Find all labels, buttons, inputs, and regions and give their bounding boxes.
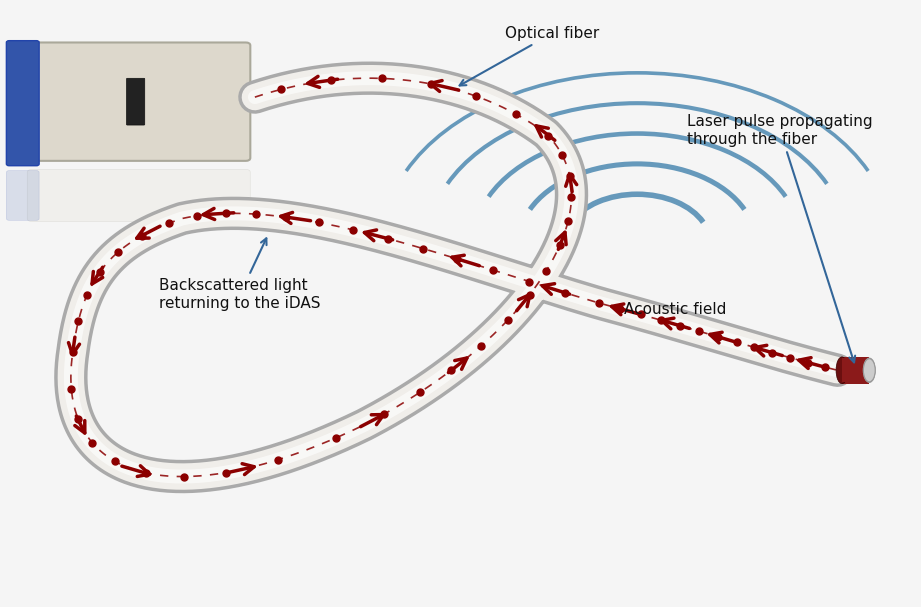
FancyBboxPatch shape [842,358,869,382]
Text: Acoustic field: Acoustic field [624,302,726,317]
Ellipse shape [836,357,848,384]
FancyBboxPatch shape [28,169,251,222]
FancyBboxPatch shape [6,41,39,166]
Ellipse shape [863,358,875,382]
FancyBboxPatch shape [6,171,39,220]
FancyBboxPatch shape [28,42,251,161]
Ellipse shape [863,359,875,382]
Text: Optical fiber: Optical fiber [460,26,600,86]
Text: Laser pulse propagating
through the fiber: Laser pulse propagating through the fibe… [687,114,873,362]
FancyBboxPatch shape [126,78,145,125]
Text: Backscattered light
returning to the iDAS: Backscattered light returning to the iDA… [159,239,321,311]
FancyBboxPatch shape [842,357,869,384]
